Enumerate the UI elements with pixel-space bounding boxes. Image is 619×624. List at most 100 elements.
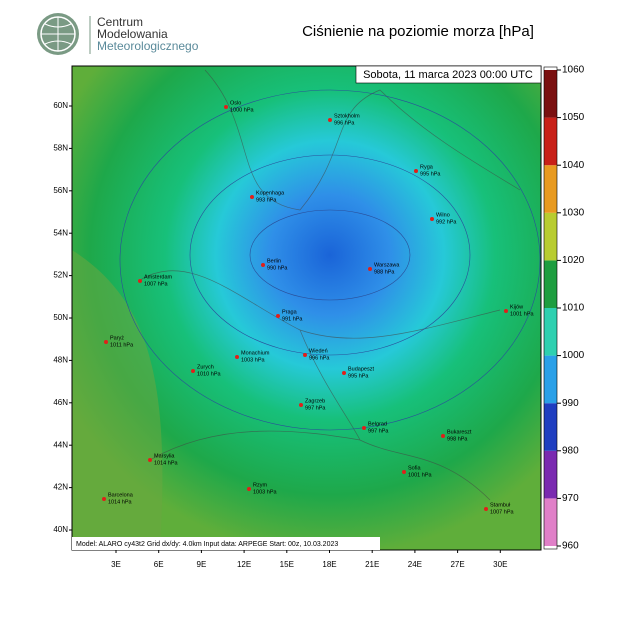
- city-dot: [102, 497, 106, 501]
- city-pressure: 1014 hPa: [108, 499, 132, 505]
- city-dot: [414, 169, 418, 173]
- lon-label: 9E: [197, 560, 207, 569]
- colorbar-label: 960: [562, 541, 579, 552]
- city-name: Belgrad: [368, 421, 387, 427]
- lat-label: 54N: [53, 228, 68, 237]
- city-dot: [299, 403, 303, 407]
- lat-label: 50N: [53, 313, 68, 322]
- logo: [37, 13, 91, 55]
- city-dot: [235, 355, 239, 359]
- borders: [139, 69, 521, 501]
- city-name: Kijów: [510, 304, 523, 310]
- city-pressure: 1007 hPa: [144, 281, 168, 287]
- city-name: Warszawa: [374, 262, 400, 268]
- city-dot: [430, 217, 434, 221]
- city-pressure: 990 hPa: [267, 265, 288, 271]
- city-pressure: 998 hPa: [447, 436, 468, 442]
- map: Sobota, 11 marca 2023 00:00 UTC Model: A…: [71, 65, 542, 551]
- city-pressure: 996 hPa: [334, 120, 355, 126]
- colorbar-label: 1000: [562, 350, 585, 361]
- city-pressure: 1007 hPa: [490, 509, 514, 515]
- city-dot: [224, 105, 228, 109]
- city-name: Zagrzeb: [305, 398, 325, 404]
- colorbar-bin: [544, 212, 557, 261]
- footer-box: [72, 537, 380, 550]
- lat-label: 60N: [53, 101, 68, 110]
- city-pressure: 997 hPa: [305, 405, 326, 411]
- city-dot: [247, 487, 251, 491]
- city-name: Praga: [282, 309, 298, 315]
- city-dot: [441, 434, 445, 438]
- city-dot: [104, 340, 108, 344]
- city-name: Ryga: [420, 164, 434, 170]
- city-dot: [276, 314, 280, 318]
- city-pressure: 1001 hPa: [408, 472, 432, 478]
- city-name: Amsterdam: [144, 274, 173, 280]
- lat-label: 42N: [53, 483, 68, 492]
- lat-label: 52N: [53, 271, 68, 280]
- city-dot: [303, 353, 307, 357]
- city-name: Paryż: [110, 335, 124, 341]
- city-pressure: 996 hPa: [309, 355, 330, 361]
- colorbar-label: 1010: [562, 303, 585, 314]
- colorbar-label: 990: [562, 398, 579, 409]
- colorbar-label: 1040: [562, 160, 585, 171]
- colorbar-bin: [544, 355, 557, 404]
- colorbar-label: 1020: [562, 255, 585, 266]
- colorbar-bin: [544, 70, 557, 118]
- lon-label: 27E: [450, 560, 464, 569]
- colorbar-label: 980: [562, 445, 579, 456]
- city-pressure: 992 hPa: [436, 219, 457, 225]
- city-name: Stambuł: [490, 502, 511, 508]
- city-name: Bukareszt: [447, 429, 472, 435]
- city-name: Sofia: [408, 465, 421, 471]
- city-pressure: 1011 hPa: [110, 342, 134, 348]
- lon-label: 21E: [365, 560, 379, 569]
- city-dot: [342, 371, 346, 375]
- city-name: Budapeszt: [348, 366, 374, 372]
- date: Sobota, 11 marca 2023 00:00 UTC: [363, 69, 533, 81]
- lat-label: 58N: [53, 144, 68, 153]
- city-dot: [148, 458, 152, 462]
- footer: Model: ALARO cy43t2 Grid dx/dy: 4.0km In…: [76, 541, 338, 548]
- colorbar-bin: [544, 450, 557, 499]
- colorbar-label: 1030: [562, 207, 585, 218]
- lon-label: 24E: [408, 560, 422, 569]
- city-name: Sztokholm: [334, 113, 360, 119]
- date-box: [355, 65, 542, 84]
- colorbar-label: 1060: [562, 65, 585, 76]
- high-pressure-west: [72, 250, 163, 550]
- city-name: Barcelona: [108, 492, 134, 498]
- city-pressure: 1003 hPa: [241, 357, 265, 363]
- colorbar-bin: [544, 165, 557, 213]
- colorbar-label: 1050: [562, 112, 585, 123]
- city-name: Rzym: [253, 482, 267, 488]
- colorbar-bin: [544, 403, 557, 451]
- colorbar-label: 970: [562, 493, 579, 504]
- city-name: Oslo: [230, 100, 241, 106]
- isobar: [249, 209, 411, 301]
- colorbar: 960 970 980 990 1000 1010 1020 1030 1040 1050 1060: [543, 65, 585, 552]
- city-name: Kopenhaga: [256, 190, 285, 196]
- lat-label: 48N: [53, 356, 68, 365]
- org-name: Centrum Modelowania Meteorologicznego: [97, 15, 199, 53]
- org-line: Modelowania: [97, 27, 168, 41]
- city-pressure: 993 hPa: [256, 197, 277, 203]
- city-dot: [362, 426, 366, 430]
- city-pressure: 1014 hPa: [154, 460, 178, 466]
- city-dot: [328, 118, 332, 122]
